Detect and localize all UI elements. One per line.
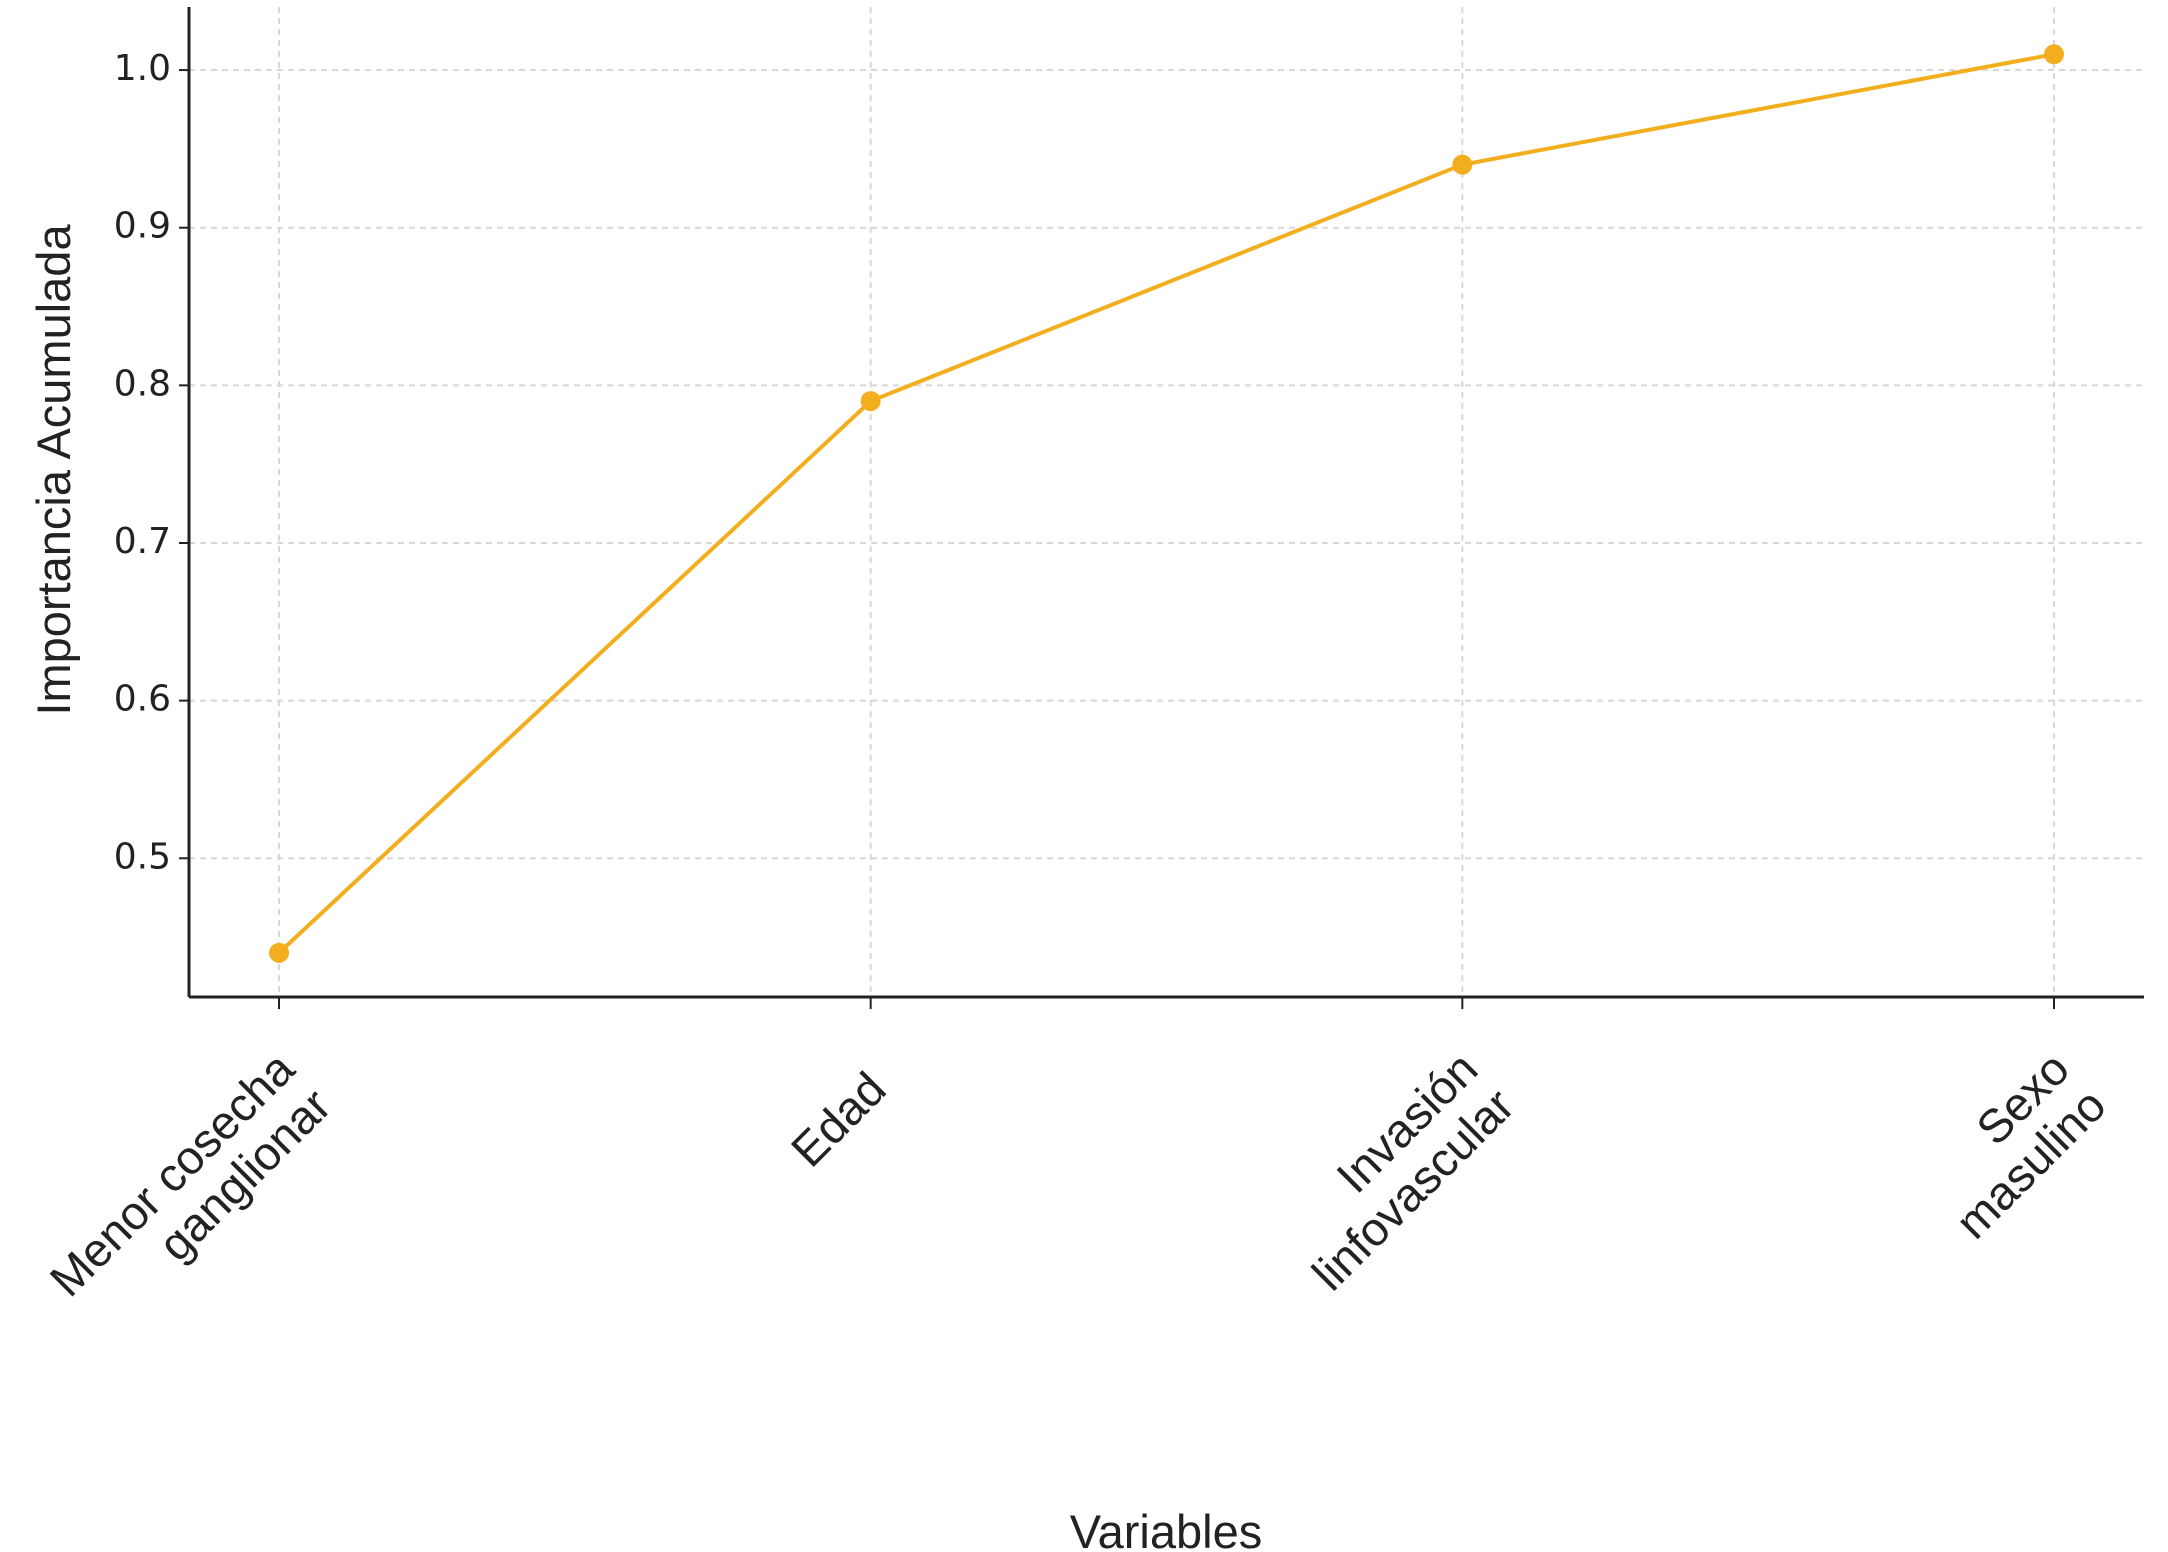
y-tick-label: 0.8 [114, 363, 171, 404]
y-tick-label: 0.9 [114, 206, 171, 247]
line [277, 52, 2055, 955]
x-tick-label: Edad [781, 1062, 896, 1177]
marker [269, 942, 289, 963]
x-tick-label: Menor cosechaganglionar [39, 1041, 341, 1343]
marker [2044, 44, 2064, 65]
marker [860, 391, 881, 412]
y-tick-label: 0.6 [114, 679, 171, 720]
y-tick-label: 0.7 [114, 521, 171, 562]
y-tick-label: 1.0 [114, 48, 171, 89]
y-axis-title: Importancia Acumulada [27, 224, 80, 716]
y-tick-label: 0.5 [114, 836, 171, 877]
x-axis-title: Variables [1070, 1505, 1262, 1552]
marker [1452, 154, 1473, 175]
x-tick-label: Sexomasulino [1909, 1042, 2116, 1249]
x-tick-label: Invasiónlinfovascular [1265, 1042, 1524, 1301]
